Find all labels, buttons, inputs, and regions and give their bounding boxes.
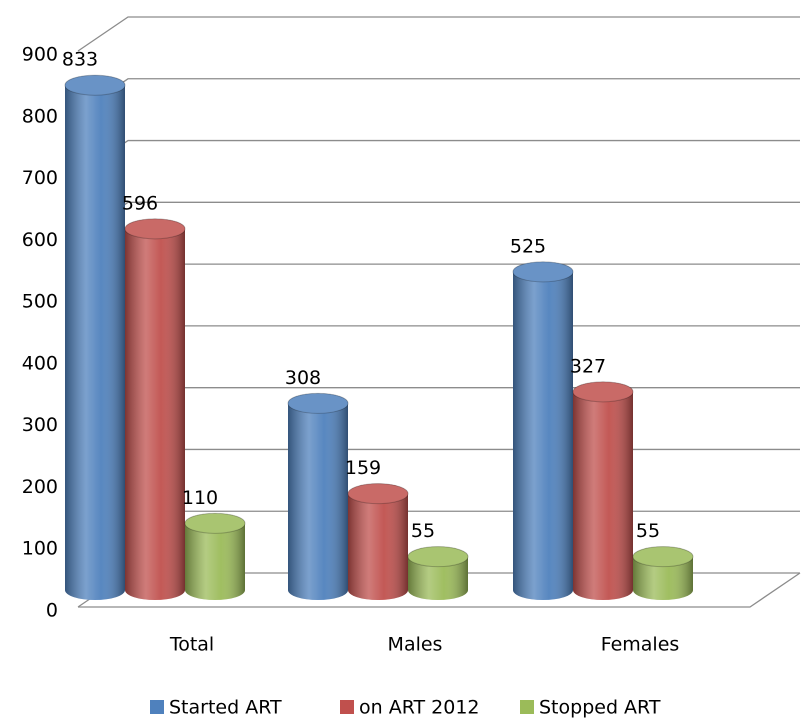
grid-line bbox=[77, 448, 800, 484]
x-tick-label: Males bbox=[388, 634, 443, 656]
data-label: 596 bbox=[122, 192, 158, 214]
data-label: 327 bbox=[570, 355, 606, 377]
bar-top-hl bbox=[573, 381, 633, 402]
bar-top-hl bbox=[185, 513, 245, 534]
y-tick-label: 400 bbox=[22, 352, 58, 374]
data-label: 159 bbox=[345, 457, 381, 479]
bar-shade bbox=[288, 393, 348, 600]
data-label: 55 bbox=[411, 520, 435, 542]
legend-swatch bbox=[340, 700, 354, 714]
y-tick-label: 700 bbox=[22, 167, 58, 189]
data-label: 525 bbox=[510, 235, 546, 257]
bar-top bbox=[287, 392, 349, 414]
legend-swatch bbox=[520, 700, 534, 714]
grid-line bbox=[77, 139, 800, 176]
data-label: 110 bbox=[182, 487, 218, 509]
bar-shade bbox=[185, 513, 246, 600]
legend-swatch bbox=[150, 700, 164, 714]
grid-line bbox=[77, 387, 800, 423]
y-tick-label: 600 bbox=[22, 229, 58, 251]
legend-label: Started ART bbox=[169, 697, 282, 719]
bar-top-hl bbox=[408, 546, 468, 567]
x-tick-label: Females bbox=[601, 634, 680, 656]
bar-top-hl bbox=[125, 218, 185, 239]
bar-top bbox=[184, 512, 246, 534]
y-tick-label: 0 bbox=[46, 600, 58, 622]
bar-top bbox=[407, 546, 469, 568]
bar-top-hl bbox=[65, 75, 125, 96]
bar-shade bbox=[573, 381, 633, 600]
y-tick-label: 500 bbox=[22, 291, 58, 313]
data-label: 55 bbox=[636, 520, 660, 542]
bar-top-hl bbox=[513, 261, 573, 282]
grid-line bbox=[77, 78, 800, 114]
grid-line bbox=[77, 16, 800, 52]
x-tick-label: Total bbox=[169, 634, 214, 656]
data-label: 308 bbox=[285, 367, 321, 389]
data-label: 833 bbox=[62, 49, 98, 71]
grid-line bbox=[77, 263, 800, 299]
bar-top bbox=[632, 546, 694, 568]
bar-shade bbox=[125, 218, 185, 600]
bar-top-hl bbox=[288, 393, 348, 414]
grid-line bbox=[77, 201, 800, 237]
bar-shade bbox=[348, 483, 408, 600]
bar-top bbox=[347, 483, 409, 505]
bar-top bbox=[64, 74, 126, 96]
y-tick-label: 100 bbox=[22, 538, 58, 560]
floor-edge bbox=[78, 572, 801, 608]
bar-top bbox=[512, 261, 574, 283]
bar-shade bbox=[65, 75, 125, 600]
bar-top-hl bbox=[633, 546, 693, 567]
bar-top-hl bbox=[348, 483, 408, 504]
y-tick-label: 300 bbox=[22, 414, 58, 436]
y-tick-label: 200 bbox=[22, 476, 58, 498]
legend-label: Stopped ART bbox=[539, 697, 661, 719]
bar-shade bbox=[513, 261, 573, 600]
bar-top bbox=[572, 381, 634, 403]
legend-label: on ART 2012 bbox=[359, 697, 480, 719]
y-tick-label: 900 bbox=[22, 44, 58, 66]
grid-line bbox=[77, 325, 800, 361]
y-tick-label: 800 bbox=[22, 105, 58, 127]
bar-top bbox=[124, 218, 186, 240]
